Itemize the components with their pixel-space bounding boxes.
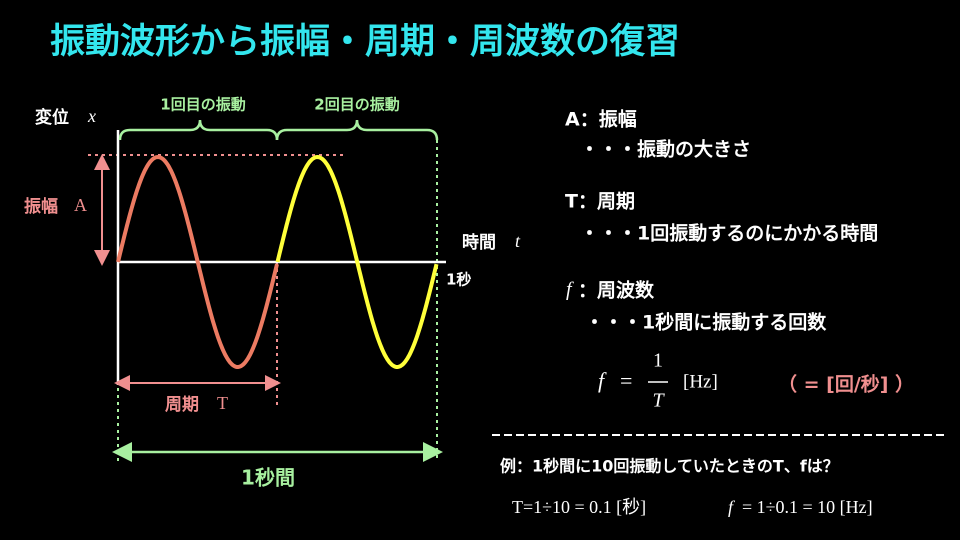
formula-equals: = xyxy=(620,368,632,393)
formula-note: （ = [回/秒] ） xyxy=(778,373,914,396)
formula-denominator: T xyxy=(652,390,665,412)
second-cycle-brace xyxy=(275,119,439,141)
example-answer-t: T=1÷10 = 0.1 [秒] xyxy=(512,497,646,517)
formula-numerator: 1 xyxy=(653,350,663,372)
formula-unit: [Hz] xyxy=(683,371,718,392)
definition-description: ・・・1回振動するのにかかる時間 xyxy=(580,222,878,245)
one-second-span: 1秒間 xyxy=(241,466,295,490)
second-cycle-wave xyxy=(275,154,439,369)
period-symbol: T xyxy=(217,393,228,413)
one-second-tick: 1秒 xyxy=(446,271,471,289)
definition-symbol: f xyxy=(566,279,574,301)
example-answer-f: = 1÷0.1 = 10 [Hz] xyxy=(742,497,873,517)
definition-term: A：振幅 xyxy=(565,108,637,131)
title: 振動波形から振幅・周期・周波数の復習 xyxy=(50,22,680,62)
x-axis-label: 時間 xyxy=(462,232,496,253)
amplitude-label: 振幅 xyxy=(24,196,58,217)
definition-term: T：周期 xyxy=(565,191,635,213)
definition-description: ・・・振動の大きさ xyxy=(580,138,751,161)
y-axis-symbol: x xyxy=(87,106,96,126)
second-cycle-label: 2回目の振動 xyxy=(314,96,399,114)
example-question: 例：1秒間に10回振動していたときのT、fは？ xyxy=(500,457,839,476)
formula-lhs: f xyxy=(598,368,607,393)
first-cycle-brace xyxy=(118,119,279,141)
amplitude-symbol: A xyxy=(74,195,87,215)
period-label: 周期 xyxy=(165,395,199,415)
y-axis-label: 変位 xyxy=(35,107,69,128)
x-axis-symbol: t xyxy=(515,231,521,251)
example-answer-f-symbol: f xyxy=(728,497,736,517)
definition-term: ：周波数 xyxy=(578,279,655,302)
first-cycle-wave xyxy=(116,154,279,369)
first-cycle-label: 1回目の振動 xyxy=(160,96,245,114)
definition-description: ・・・1秒間に振動する回数 xyxy=(585,311,827,334)
